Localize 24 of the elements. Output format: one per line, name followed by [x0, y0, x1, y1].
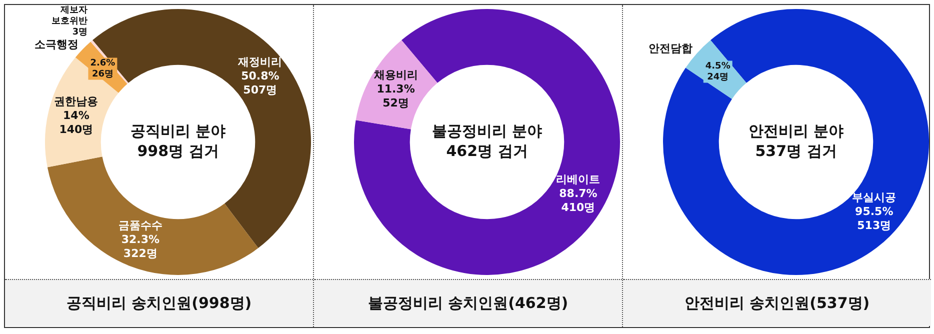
text: 불공정비리 분야 462명 검거	[432, 122, 542, 160]
text: 불공정비리 송치인원(462명)	[314, 279, 622, 326]
data-label: 3명	[72, 28, 88, 38]
text: 안전비리 송치인원(537명)	[623, 279, 931, 326]
slice-label: 안전담합	[648, 42, 693, 55]
data-label: 88.7% 410명	[559, 186, 598, 214]
text: 안전비리 분야 537명 검거	[748, 122, 844, 160]
slice-label: 부실시공	[852, 191, 896, 204]
slice-label: 소극행정	[34, 38, 78, 51]
data-label: 11.3% 52명	[376, 82, 415, 110]
slice-label: 금품수수	[118, 218, 162, 232]
slice-label: 재정비리	[237, 55, 282, 68]
data-label: 14% 140명	[59, 108, 94, 136]
text: 공직비리 분야 998명 검거	[130, 122, 226, 160]
slice-label: 제보자 보호위반	[52, 6, 88, 27]
data-label: 4.5% 24명	[705, 62, 730, 83]
data-label: 32.3% 322명	[121, 232, 160, 260]
data-label: 95.5% 513명	[855, 205, 894, 232]
slice-label: 채용비리	[372, 68, 418, 82]
text: 공직비리 송치인원(998명)	[5, 279, 313, 326]
slice-label: 리베이트	[556, 172, 600, 186]
data-label: 50.8% 507명	[241, 69, 280, 96]
slice-label: 권한남용	[54, 94, 98, 108]
data-label: 2.6% 26명	[90, 58, 116, 80]
